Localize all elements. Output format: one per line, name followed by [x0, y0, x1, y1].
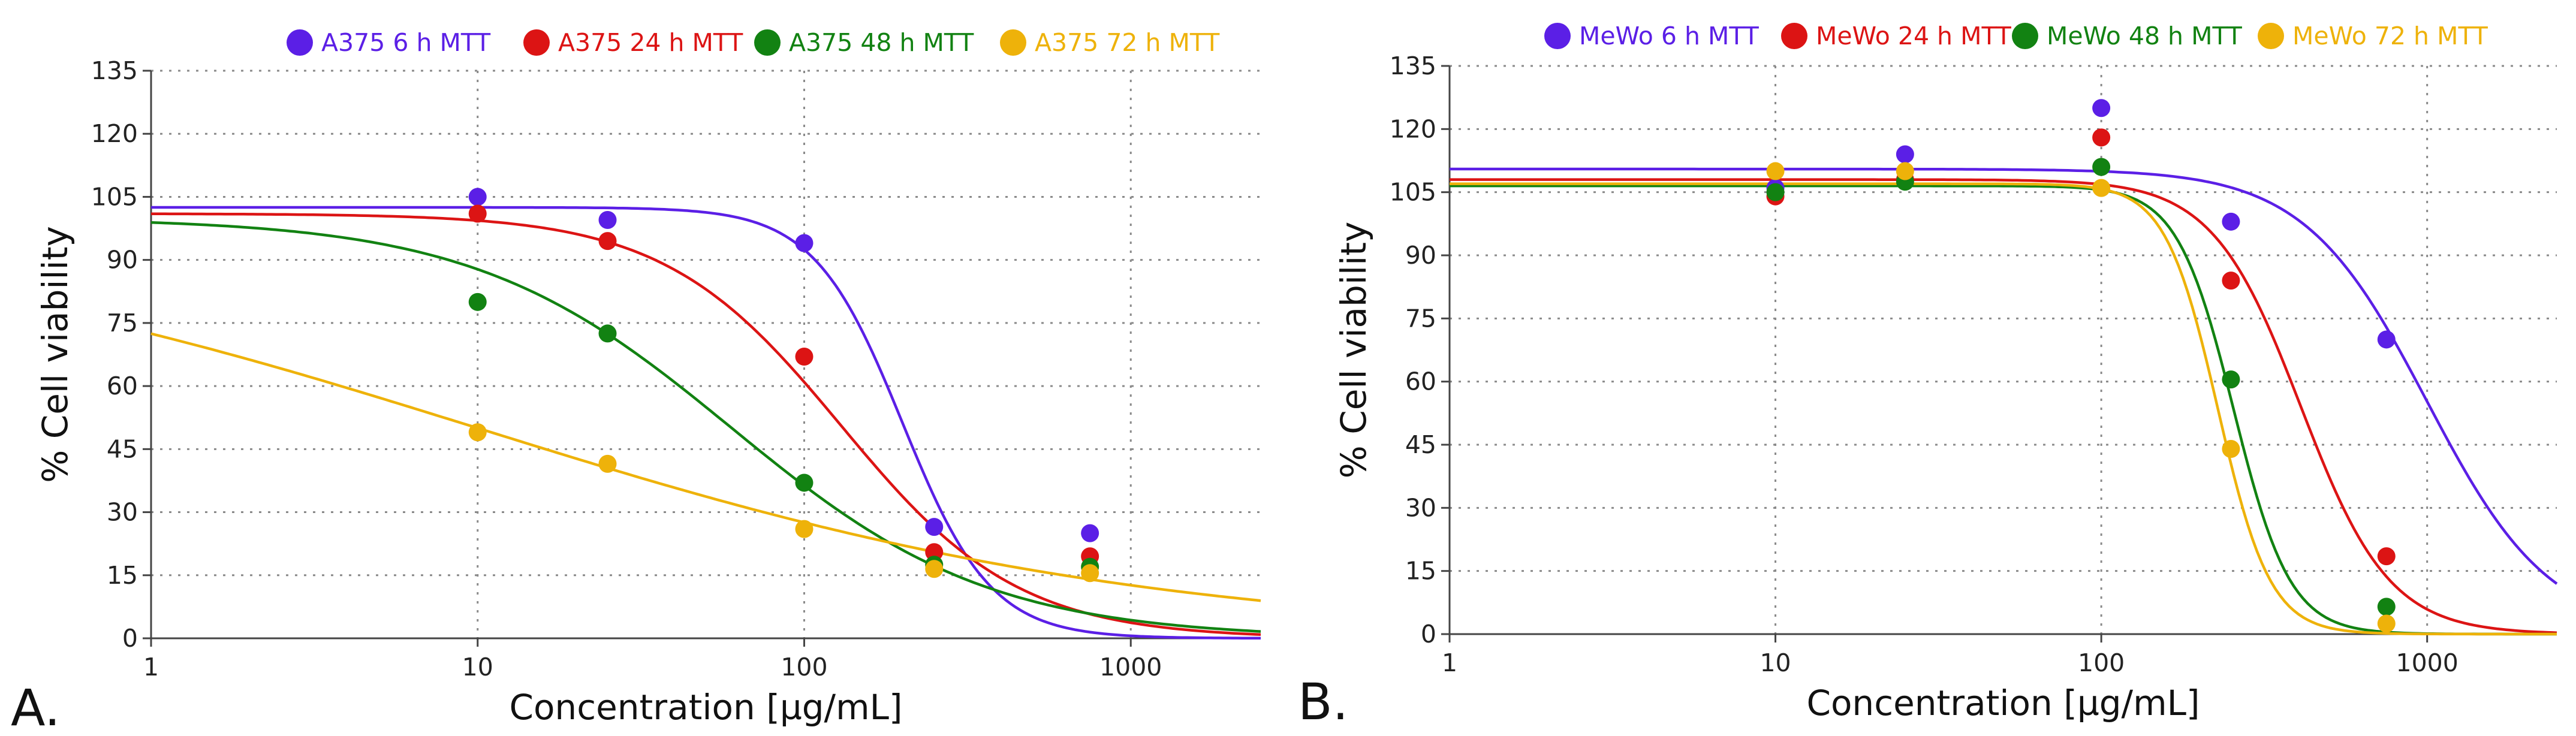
x-tick-label: 1000 [1099, 653, 1162, 681]
y-tick-label: 60 [107, 372, 138, 400]
y-tick-label: 30 [1405, 493, 1436, 522]
y-tick-label: 135 [91, 56, 138, 85]
legend-label-48h: MeWo 48 h MTT [2047, 22, 2243, 50]
data-point-24h [468, 204, 487, 223]
y-axis-title: % Cell viability [1333, 222, 1374, 479]
legend-marker-72h [2258, 23, 2284, 49]
legend-marker-72h [1000, 29, 1026, 56]
legend-label-72h: A375 72 h MTT [1035, 28, 1220, 57]
data-point-24h [2092, 128, 2111, 147]
data-point-48h [2092, 158, 2111, 176]
chart-panel-2: 0 15 30 45 60 75 90 105 120 135 1 10 100 1000 Concentr… [1298, 22, 2558, 731]
x-tick-label: 1 [143, 653, 159, 681]
legend-label-6h: MeWo 6 h MTT [1579, 22, 1759, 50]
x-tick-label: 10 [462, 653, 493, 681]
legend-label-72h: MeWo 72 h MTT [2292, 22, 2488, 50]
x-tick-label: 100 [2078, 648, 2125, 677]
fit-curve-72h [1450, 182, 2557, 636]
x-tick-label: 1 [1442, 648, 1457, 677]
data-point-72h [1766, 162, 1785, 180]
data-point-72h [2092, 179, 2111, 197]
data-point-48h [2222, 370, 2240, 389]
legend-marker-48h [754, 29, 781, 56]
y-tick-label: 0 [1421, 620, 1436, 648]
data-point-48h [1766, 183, 1785, 201]
y-tick-label: 60 [1405, 367, 1436, 396]
data-point-24h [925, 543, 944, 562]
y-tick-label: 45 [1405, 430, 1436, 459]
y-tick-label: 75 [1405, 304, 1436, 333]
chart-panel-1: 0 15 30 45 60 75 90 105 120 135 1 10 100 1000 Concentr… [11, 28, 1261, 736]
x-tick-label: 1000 [2396, 648, 2459, 677]
fit-curve-24h [1450, 178, 2557, 634]
fit-curve-48h [1450, 184, 2557, 636]
fit-curve-6h [1450, 167, 2558, 585]
data-point-48h [468, 292, 487, 311]
data-point-6h [598, 211, 617, 230]
data-point-24h [2377, 547, 2396, 566]
y-tick-label: 0 [122, 624, 138, 653]
y-axis-title: % Cell viability [35, 226, 76, 483]
legend-marker-24h [523, 29, 550, 56]
y-tick-label: 15 [107, 561, 138, 590]
data-point-6h [2377, 330, 2396, 349]
x-axis-title: Concentration [µg/mL] [509, 687, 902, 728]
y-tick-label: 90 [1405, 241, 1436, 270]
data-point-48h [2377, 598, 2396, 616]
data-point-72h [1896, 162, 1914, 180]
legend-label-48h: A375 48 h MTT [789, 28, 974, 57]
data-point-24h [2222, 272, 2240, 290]
data-point-6h [795, 234, 814, 252]
legend-marker-24h [1781, 23, 1807, 49]
fit-curve-72h [150, 332, 1261, 602]
data-point-72h [2377, 614, 2396, 633]
legend-marker-48h [2012, 23, 2038, 49]
data-point-6h [1081, 524, 1099, 542]
panel-label: A. [11, 678, 61, 736]
y-tick-label: 45 [107, 435, 138, 463]
legend-label-24h: MeWo 24 h MTT [1816, 22, 2012, 50]
x-tick-label: 100 [781, 653, 827, 681]
legend-marker-6h [1544, 23, 1571, 49]
legend-label-6h: A375 6 h MTT [321, 28, 491, 57]
data-point-6h [2092, 99, 2111, 117]
legend-marker-6h [287, 29, 313, 56]
y-tick-label: 120 [1390, 114, 1436, 143]
data-point-48h [598, 324, 617, 343]
data-point-6h [468, 188, 487, 206]
data-point-72h [925, 560, 944, 578]
y-tick-label: 75 [107, 309, 138, 337]
y-tick-label: 120 [91, 119, 138, 148]
y-tick-label: 15 [1405, 557, 1436, 586]
panel-label: B. [1298, 672, 1348, 731]
y-tick-label: 105 [91, 182, 138, 211]
y-tick-label: 30 [107, 498, 138, 527]
data-point-72h [2222, 440, 2240, 459]
data-point-48h [795, 473, 814, 492]
data-point-72h [1081, 564, 1099, 583]
y-tick-label: 90 [107, 246, 138, 275]
x-axis-title: Concentration [µg/mL] [1806, 683, 2200, 723]
data-point-6h [925, 518, 944, 536]
data-point-6h [2222, 212, 2240, 231]
legend-label-24h: A375 24 h MTT [558, 28, 743, 57]
data-point-6h [1896, 145, 1914, 164]
y-tick-label: 135 [1390, 52, 1436, 80]
x-tick-label: 10 [1759, 648, 1791, 677]
fit-curve-48h [150, 221, 1261, 633]
data-point-24h [598, 232, 617, 251]
data-point-72h [598, 454, 617, 473]
data-point-24h [795, 348, 814, 366]
fit-curve-6h [151, 206, 1261, 640]
data-point-72h [795, 520, 814, 538]
y-tick-label: 105 [1390, 178, 1436, 207]
data-point-72h [468, 423, 487, 442]
